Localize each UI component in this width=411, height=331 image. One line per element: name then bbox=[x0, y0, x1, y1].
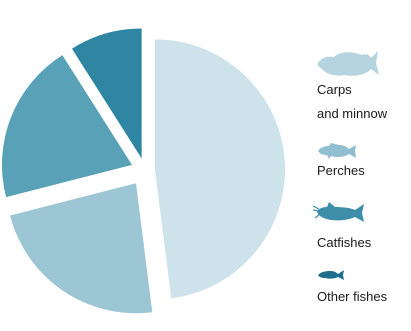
pie-slice-carps bbox=[154, 39, 286, 299]
legend-label-carps: Carps bbox=[317, 82, 352, 97]
legend-label-other-fishes: Other fishes bbox=[317, 289, 388, 304]
pie-slice-perches bbox=[10, 183, 153, 314]
minnow-icon bbox=[318, 270, 344, 280]
legend-label-catfishes: Catfishes bbox=[317, 235, 372, 250]
pie-slice-catfishes bbox=[1, 55, 132, 198]
legend-label-carps-line2: and minnow bbox=[317, 106, 388, 121]
legend-label-perches: Perches bbox=[317, 163, 365, 178]
catfish-icon bbox=[313, 202, 364, 222]
perch-icon bbox=[318, 143, 356, 159]
carp-icon bbox=[317, 51, 379, 76]
pie-slices bbox=[1, 28, 286, 314]
pie-slice-other-fishes bbox=[71, 28, 142, 159]
